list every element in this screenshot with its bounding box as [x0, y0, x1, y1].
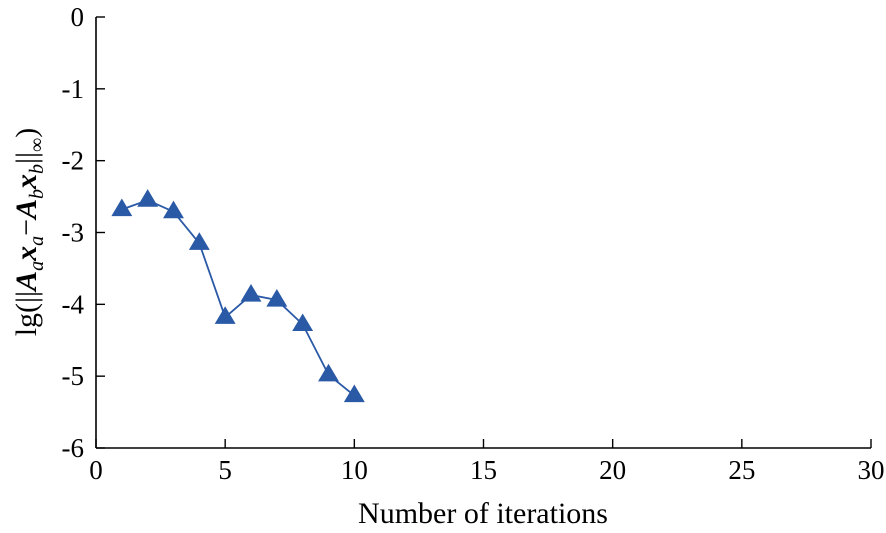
triangle-marker — [266, 289, 288, 307]
series-group — [111, 189, 365, 403]
y-title-a-sub2: a — [26, 236, 48, 246]
y-tick-label: -5 — [62, 361, 85, 391]
x-axis-title: Number of iterations — [358, 497, 608, 530]
triangle-marker — [137, 189, 159, 207]
y-title-prefix: lg(|| — [10, 291, 43, 336]
y-title-suffix: || — [10, 152, 43, 164]
y-title-A: A — [10, 271, 43, 293]
x-tick-label: 20 — [599, 455, 626, 485]
y-tick-label: -6 — [62, 433, 85, 463]
y-title-minus: − — [10, 219, 43, 236]
y-title-A2: A — [10, 199, 43, 221]
triangle-marker — [214, 306, 236, 324]
triangle-marker — [240, 283, 262, 302]
axes — [95, 17, 871, 449]
x-tick-label: 10 — [341, 455, 368, 485]
y-title-x2: x — [10, 174, 43, 190]
y-tick-label: 0 — [71, 2, 85, 32]
y-tick-label: -1 — [62, 74, 85, 104]
x-ticks: 0 5 10 15 20 25 30 — [89, 439, 885, 485]
y-tick-label: -3 — [62, 218, 85, 248]
x-tick-label: 0 — [89, 455, 103, 485]
y-title-inf: ∞ — [26, 138, 48, 152]
triangle-marker — [188, 232, 210, 250]
x-tick-label: 25 — [728, 455, 755, 485]
y-ticks: 0 -1 -2 -3 -4 -5 -6 — [62, 2, 105, 463]
y-title-x: x — [10, 246, 43, 262]
triangle-marker — [163, 200, 184, 219]
x-tick-label: 5 — [218, 455, 232, 485]
y-title-a-sub: a — [26, 261, 48, 271]
triangle-marker — [318, 363, 339, 382]
x-tick-label: 15 — [470, 455, 497, 485]
series-line — [121, 199, 355, 397]
y-tick-label: -2 — [62, 146, 85, 176]
y-axis-title: lg(||Aaxa−Abxb||∞) — [10, 128, 48, 337]
y-title-b-sub2: b — [26, 164, 48, 174]
x-tick-label: 30 — [858, 455, 885, 485]
y-title-close: ) — [10, 128, 43, 138]
triangle-marker — [292, 313, 314, 332]
triangle-marker — [343, 384, 365, 403]
y-tick-label: -4 — [62, 289, 85, 319]
triangle-marker — [111, 198, 133, 217]
y-title-b-sub: b — [26, 189, 48, 199]
